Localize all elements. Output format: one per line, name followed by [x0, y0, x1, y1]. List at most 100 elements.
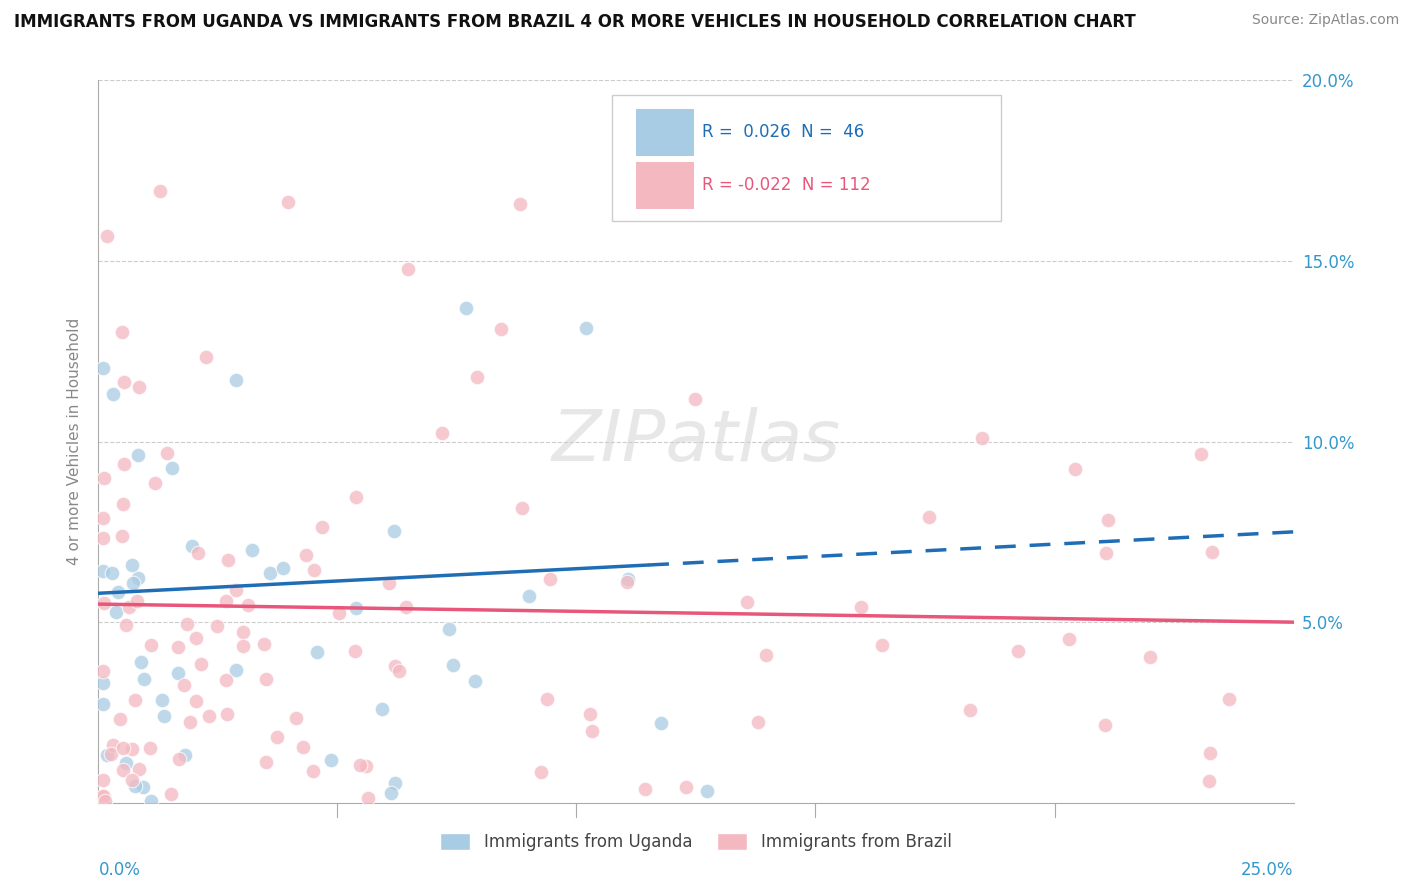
Point [1007, 644, 1029, 658]
Point [371, 702, 394, 716]
Point [127, 448, 149, 462]
Point [91, 772, 114, 787]
Point [439, 623, 461, 637]
Point [194, 351, 217, 365]
Point [790, 171, 813, 186]
Point [1094, 718, 1116, 732]
Point [115, 617, 138, 632]
Point [240, 542, 263, 557]
Point [277, 194, 299, 209]
Point [187, 546, 209, 560]
Point [344, 600, 367, 615]
Point [101, 738, 124, 752]
Point [215, 706, 238, 721]
Point [530, 764, 553, 779]
Y-axis label: 4 or more Vehicles in Household: 4 or more Vehicles in Household [67, 318, 83, 566]
Point [93, 789, 115, 803]
Point [696, 784, 718, 798]
Point [93, 596, 115, 610]
Point [388, 664, 411, 678]
Point [124, 693, 146, 707]
Point [152, 709, 174, 723]
Point [377, 576, 399, 591]
Point [737, 595, 759, 609]
Point [380, 786, 402, 800]
Point [575, 321, 598, 335]
Point [581, 724, 603, 739]
Point [132, 672, 155, 686]
Point [127, 571, 149, 585]
Point [111, 325, 134, 339]
Point [292, 739, 315, 754]
Point [132, 780, 155, 794]
Point [311, 519, 333, 533]
Point [160, 460, 183, 475]
Point [105, 606, 128, 620]
Point [167, 640, 190, 654]
Point [121, 773, 143, 788]
Point [225, 663, 247, 677]
Point [1097, 513, 1119, 527]
Point [186, 631, 208, 645]
Point [121, 558, 143, 573]
Point [167, 666, 190, 681]
Point [186, 694, 208, 708]
Point [254, 672, 277, 686]
Point [112, 457, 135, 471]
Text: ZIPatlas: ZIPatlas [551, 407, 841, 476]
Point [91, 676, 114, 690]
Point [443, 658, 465, 673]
Point [118, 599, 141, 614]
Point [174, 747, 197, 762]
Point [650, 715, 672, 730]
Text: R = -0.022  N = 112: R = -0.022 N = 112 [702, 176, 870, 194]
Point [107, 585, 129, 599]
Point [121, 742, 143, 756]
Point [100, 747, 122, 761]
Point [285, 711, 308, 725]
Point [382, 524, 405, 539]
Point [959, 703, 981, 717]
Point [156, 446, 179, 460]
Point [755, 648, 778, 663]
Point [536, 691, 558, 706]
Point [633, 781, 655, 796]
FancyBboxPatch shape [613, 95, 1001, 221]
Text: 0.0%: 0.0% [98, 861, 141, 879]
Point [253, 637, 276, 651]
Point [149, 185, 172, 199]
Point [1139, 650, 1161, 665]
Point [254, 756, 277, 770]
Point [675, 780, 697, 794]
Point [519, 589, 541, 603]
Point [849, 600, 872, 615]
Point [343, 644, 366, 658]
FancyBboxPatch shape [637, 161, 693, 209]
Point [1059, 632, 1081, 646]
Point [918, 509, 941, 524]
Point [180, 540, 202, 554]
Point [176, 617, 198, 632]
Point [215, 594, 238, 608]
Point [236, 599, 259, 613]
Point [307, 645, 329, 659]
Point [111, 763, 134, 777]
Point [111, 529, 134, 543]
Point [1198, 746, 1220, 760]
Point [96, 748, 118, 763]
Point [344, 490, 367, 504]
Point [1218, 692, 1240, 706]
Point [683, 392, 706, 406]
Point [91, 789, 114, 804]
Point [96, 229, 118, 244]
Point [302, 563, 325, 577]
Point [384, 658, 406, 673]
Point [139, 794, 162, 808]
Point [464, 674, 486, 689]
Point [128, 380, 150, 394]
Point [972, 431, 994, 445]
Point [91, 565, 114, 579]
Point [578, 706, 600, 721]
Legend: Immigrants from Uganda, Immigrants from Brazil: Immigrants from Uganda, Immigrants from … [436, 828, 956, 856]
Text: 25.0%: 25.0% [1241, 861, 1294, 879]
